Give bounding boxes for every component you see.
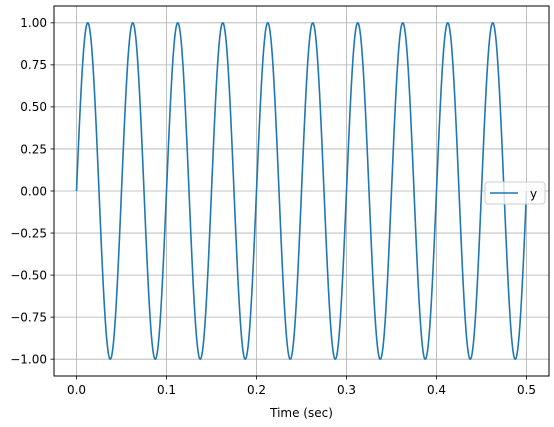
legend-label-y: y: [530, 187, 537, 201]
y-tick-label: 0.25: [20, 142, 47, 156]
legend: y: [484, 181, 546, 205]
x-tick-label: 0.0: [67, 383, 86, 397]
x-tick-label: 0.4: [427, 383, 446, 397]
y-tick-label: 0.00: [20, 184, 47, 198]
x-tick-label: 0.3: [337, 383, 356, 397]
y-tick-label: −0.75: [10, 310, 47, 324]
y-tick-label: 1.00: [20, 16, 47, 30]
y-tick-label: −1.00: [10, 352, 47, 366]
y-tick-label: −0.50: [10, 268, 47, 282]
x-tick-label: 0.5: [517, 383, 536, 397]
y-tick-label: −0.25: [10, 226, 47, 240]
y-tick-label: 0.50: [20, 100, 47, 114]
x-tick-label: 0.1: [157, 383, 176, 397]
series-line-y: [75, 22, 528, 360]
series-layer: [75, 22, 528, 360]
x-axis-label: Time (sec): [269, 406, 333, 420]
y-tick-label: 0.75: [20, 58, 47, 72]
x-tick-label: 0.2: [247, 383, 266, 397]
ticks-layer: 0.0 0.1 0.2 0.3 0.4 0.5 1.00 0.75 0.50 0.25 0.00 −0…: [10, 16, 536, 397]
